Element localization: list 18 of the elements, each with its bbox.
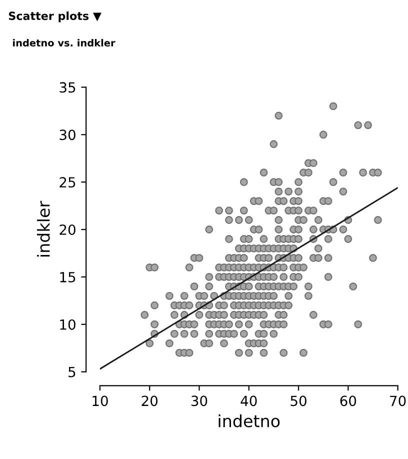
y-tick-label: 15 [60, 272, 76, 282]
chart-title: Scatter plots ▼ [8, 11, 102, 22]
x-tick-label: 30 [191, 396, 208, 406]
y-tick-label: 10 [60, 319, 76, 330]
x-tick-label: 40 [240, 396, 257, 406]
y-tick-label: 25 [60, 177, 76, 188]
x-tick-label: 10 [92, 396, 108, 406]
chart-subtitle: indetno vs. indkler [13, 39, 116, 47]
y-tick-label: 5 [68, 366, 76, 378]
x-axis-title: indetno [218, 414, 280, 428]
y-axis-title: indkler [36, 200, 50, 257]
y-tick-label: 30 [60, 130, 76, 140]
y-tick-label: 20 [60, 224, 76, 235]
x-tick-label: 50 [290, 396, 306, 406]
x-tick-label: 60 [340, 396, 356, 406]
x-tick-label: 70 [390, 396, 406, 406]
y-tick-label: 35 [60, 82, 76, 93]
x-tick-label: 20 [142, 396, 158, 406]
